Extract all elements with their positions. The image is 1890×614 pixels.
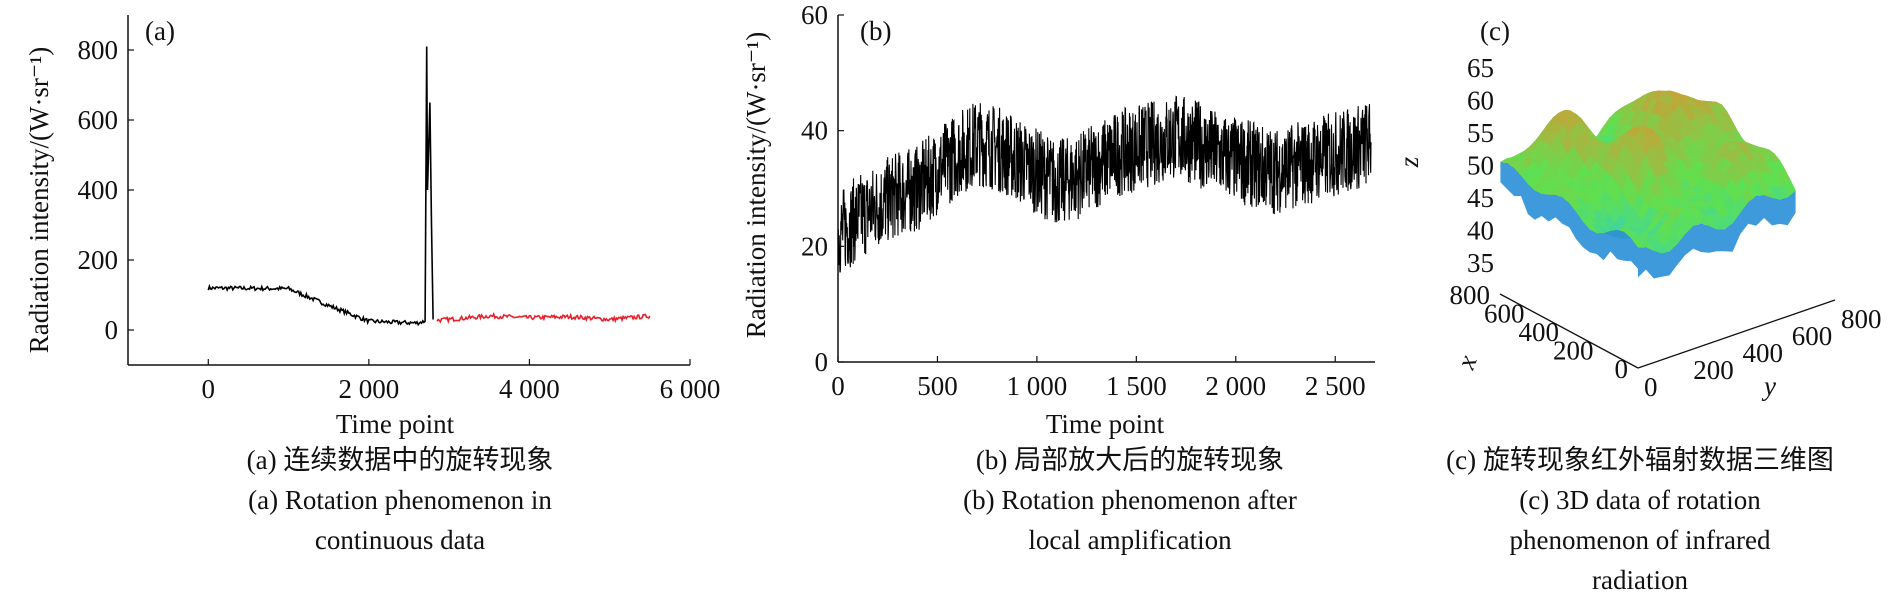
chart-c-y-tick-label: 800: [1841, 304, 1882, 334]
y-tick-label: 0: [105, 315, 119, 345]
chart-c: (c) 800600400200002004006008003540455055…: [1394, 16, 1882, 402]
chart-c-y-axis: [1637, 299, 1836, 369]
chart-c-z-tick-label: 65: [1467, 53, 1494, 83]
caption-b: (b) 局部放大后的旋转现象 (b) Rotation phenomenon a…: [870, 440, 1390, 560]
chart-a-series-line-0: [207, 46, 434, 327]
caption-c-en-line1: (c) 3D data of rotation: [1519, 485, 1761, 515]
chart-c-x-tick-label: 400: [1519, 317, 1560, 347]
chart-b-series-line-0: [837, 95, 1372, 273]
chart-a-series-line-1: [436, 312, 651, 324]
y-tick-label: 600: [78, 105, 119, 135]
panel-b-tag: (b): [860, 16, 891, 46]
chart-b: (b) 0 500 1 000 1 500 2 000 2 500 0 20 40 60 Time…: [741, 0, 1375, 439]
chart-c-y-tick-label: 400: [1743, 338, 1784, 368]
caption-b-en-line1: (b) Rotation phenomenon after: [963, 485, 1297, 515]
chart-c-x-tick-label: 800: [1450, 280, 1491, 310]
chart-c-z-tick-label: 40: [1467, 216, 1494, 246]
panel-a-tag: (a): [145, 16, 175, 46]
x-tick-label: 0: [202, 374, 216, 404]
caption-a-en-line1: (a) Rotation phenomenon in: [248, 485, 552, 515]
chart-c-x-axis: [1499, 293, 1639, 369]
chart-c-y-axis-label: y: [1761, 371, 1776, 401]
chart-a-series: [207, 46, 651, 327]
y-tick-label: 0: [815, 347, 829, 377]
chart-b-series: [837, 95, 1372, 273]
caption-a: (a) 连续数据中的旋转现象 (a) Rotation phenomenon i…: [150, 440, 650, 560]
x-tick-label: 6 000: [660, 374, 721, 404]
surface-skirt-x: [1500, 162, 1638, 269]
chart-b-axes: [837, 15, 1375, 363]
chart-a: (a) 0 2 000 4 000 6 000 0 200 400 600 800 Time p…: [24, 15, 720, 439]
chart-c-y-tick-label: 200: [1693, 355, 1734, 385]
chart-b-y-axis-label: Radiation intensity/(W·sr⁻¹): [741, 32, 771, 339]
chart-c-z-tick-label: 45: [1467, 183, 1494, 213]
caption-c: (c) 旋转现象红外辐射数据三维图 (c) 3D data of rotatio…: [1390, 440, 1890, 600]
y-tick-label: 20: [801, 231, 828, 261]
caption-b-zh: (b) 局部放大后的旋转现象: [975, 445, 1285, 475]
chart-a-axes: [127, 15, 690, 366]
chart-a-y-axis-label: Radiation intensity/(W·sr⁻¹): [24, 47, 54, 354]
chart-c-surface: [1499, 90, 1796, 279]
x-tick-label: 500: [917, 371, 958, 401]
caption-c-en-line3: radiation: [1592, 565, 1688, 595]
y-tick-label: 60: [801, 0, 828, 30]
panel-c-tag: (c): [1480, 16, 1510, 46]
chart-c-z-tick-label: 35: [1467, 248, 1494, 278]
chart-c-z-axis-label: z: [1394, 156, 1424, 168]
chart-c-x-tick-label: 0: [1615, 354, 1629, 384]
chart-c-z-tick-label: 50: [1467, 151, 1494, 181]
y-tick-label: 800: [78, 35, 119, 65]
x-tick-label: 0: [831, 371, 845, 401]
chart-b-ticks: 0 500 1 000 1 500 2 000 2 500 0 20 40 60: [801, 0, 1366, 401]
chart-a-ticks: 0 2 000 4 000 6 000 0 200 400 600 800: [78, 35, 721, 404]
surface-skirt-y: [1638, 190, 1796, 279]
caption-c-zh: (c) 旋转现象红外辐射数据三维图: [1446, 445, 1834, 475]
caption-c-en-line2: phenomenon of infrared: [1509, 525, 1771, 555]
caption-a-zh: (a) 连续数据中的旋转现象: [246, 445, 554, 475]
y-tick-label: 400: [78, 175, 119, 205]
x-tick-label: 1 000: [1007, 371, 1068, 401]
chart-c-z-tick-label: 60: [1467, 86, 1494, 116]
y-tick-label: 200: [78, 245, 119, 275]
chart-a-x-axis-label: Time point: [336, 409, 455, 439]
chart-c-x-axis-label: x: [1450, 351, 1483, 373]
chart-c-axes: [1499, 293, 1836, 369]
x-tick-label: 1 500: [1106, 371, 1167, 401]
chart-c-y-tick-label: 600: [1792, 321, 1833, 351]
chart-c-z-tick-label: 55: [1467, 118, 1494, 148]
caption-b-en-line2: local amplification: [1028, 525, 1232, 555]
x-tick-label: 2 500: [1305, 371, 1366, 401]
caption-a-en-line2: continuous data: [314, 525, 486, 555]
x-tick-label: 4 000: [499, 374, 560, 404]
chart-b-x-axis-label: Time point: [1046, 409, 1165, 439]
chart-c-y-tick-label: 0: [1644, 372, 1658, 402]
chart-c-x-tick-label: 600: [1484, 299, 1525, 329]
chart-c-x-tick-label: 200: [1553, 336, 1594, 366]
x-tick-label: 2 000: [338, 374, 399, 404]
x-tick-label: 2 000: [1205, 371, 1266, 401]
y-tick-label: 40: [801, 116, 828, 146]
